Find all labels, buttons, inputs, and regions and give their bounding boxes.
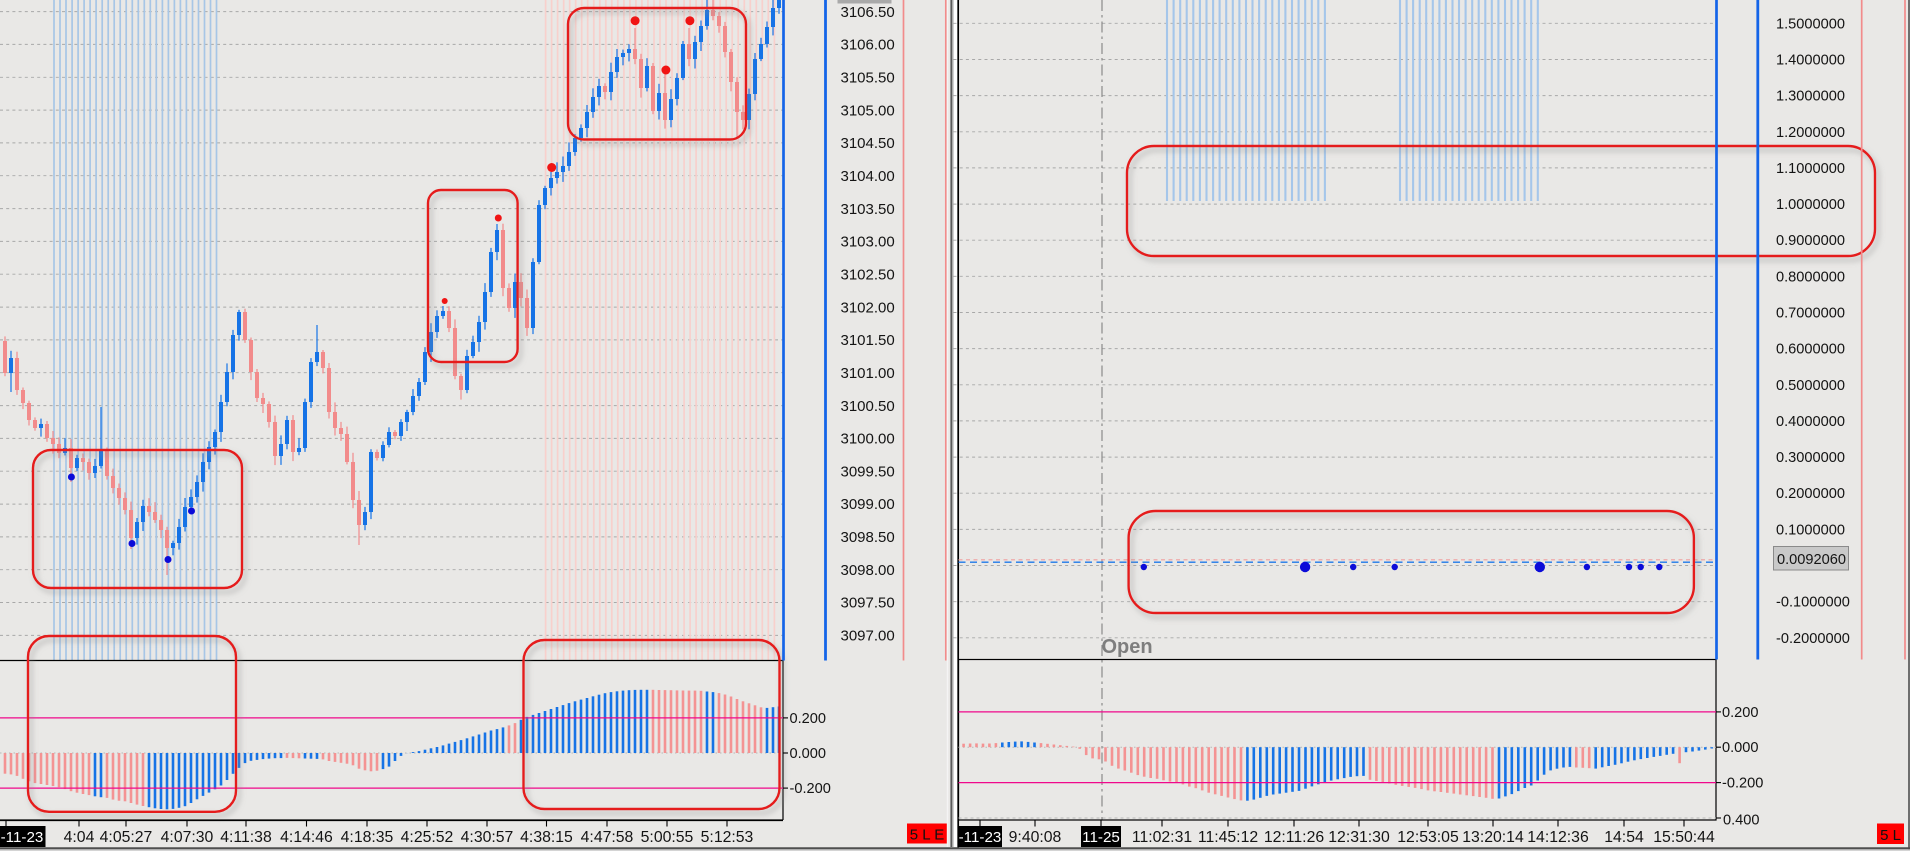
svg-text:0.200: 0.200 <box>790 711 827 727</box>
svg-text:1.1000000: 1.1000000 <box>1776 161 1845 177</box>
svg-text:4:25:52: 4:25:52 <box>401 829 454 846</box>
svg-text:15:50:44: 15:50:44 <box>1653 829 1715 846</box>
svg-text:3099.50: 3099.50 <box>841 463 895 480</box>
svg-text:-11-23: -11-23 <box>1 829 44 846</box>
svg-text:0.200: 0.200 <box>1722 705 1759 721</box>
svg-text:0.000: 0.000 <box>1722 740 1759 756</box>
svg-text:3105.50: 3105.50 <box>841 70 895 87</box>
svg-text:3104.50: 3104.50 <box>841 135 895 152</box>
svg-text:1.5000000: 1.5000000 <box>1776 16 1845 32</box>
svg-text:3104.00: 3104.00 <box>841 168 895 185</box>
svg-text:3102.00: 3102.00 <box>841 299 895 316</box>
svg-text:1.4000000: 1.4000000 <box>1776 53 1845 69</box>
svg-text:3106.00: 3106.00 <box>841 37 895 54</box>
svg-text:-11-23: -11-23 <box>959 829 1002 846</box>
svg-text:3100.00: 3100.00 <box>841 431 895 448</box>
svg-text:3098.50: 3098.50 <box>841 529 895 546</box>
svg-text:-0.200: -0.200 <box>790 781 831 797</box>
svg-text:4:11:38: 4:11:38 <box>220 829 272 846</box>
svg-text:0.1000000: 0.1000000 <box>1776 522 1845 538</box>
svg-text:11-25: 11-25 <box>1082 829 1120 846</box>
svg-text:0.9000000: 0.9000000 <box>1776 233 1845 249</box>
svg-text:4:47:58: 4:47:58 <box>581 829 634 846</box>
svg-text:12:11:26: 12:11:26 <box>1264 829 1325 846</box>
svg-text:3101.50: 3101.50 <box>841 332 895 349</box>
svg-text:3106.50: 3106.50 <box>841 4 895 21</box>
svg-text:3103.00: 3103.00 <box>841 234 895 251</box>
svg-text:1.2000000: 1.2000000 <box>1776 125 1845 141</box>
svg-text:3103.50: 3103.50 <box>841 201 895 218</box>
svg-text:4:38:15: 4:38:15 <box>520 829 573 846</box>
svg-text:5:12:53: 5:12:53 <box>701 829 754 846</box>
svg-text:4:14:46: 4:14:46 <box>280 829 333 846</box>
svg-text:-0.2000000: -0.2000000 <box>1776 631 1850 647</box>
svg-text:3098.00: 3098.00 <box>841 562 895 579</box>
svg-text:11:02:31: 11:02:31 <box>1132 829 1193 846</box>
svg-text:0.3000000: 0.3000000 <box>1776 450 1845 466</box>
svg-text:3097.00: 3097.00 <box>841 628 895 645</box>
svg-text:4:07:30: 4:07:30 <box>161 829 214 846</box>
svg-text:0.6000000: 0.6000000 <box>1776 342 1845 358</box>
svg-text:5:00:55: 5:00:55 <box>641 829 694 846</box>
svg-text:0.4000000: 0.4000000 <box>1776 414 1845 430</box>
svg-text:4:18:35: 4:18:35 <box>341 829 394 846</box>
svg-text:Open: Open <box>1102 636 1153 658</box>
svg-text:12:53:05: 12:53:05 <box>1397 829 1459 846</box>
svg-text:3099.00: 3099.00 <box>841 496 895 513</box>
svg-text:3105.00: 3105.00 <box>841 102 895 119</box>
svg-text:4:30:57: 4:30:57 <box>461 829 514 846</box>
svg-text:0.000: 0.000 <box>790 746 827 762</box>
svg-text:1.3000000: 1.3000000 <box>1776 89 1845 105</box>
svg-text:3102.50: 3102.50 <box>841 266 895 283</box>
svg-text:11:45:12: 11:45:12 <box>1198 829 1258 846</box>
svg-text:-0.1000000: -0.1000000 <box>1776 595 1850 611</box>
svg-text:9:40:08: 9:40:08 <box>1009 829 1062 846</box>
svg-text:0.400: 0.400 <box>1723 813 1760 829</box>
svg-text:0.8000000: 0.8000000 <box>1776 269 1845 285</box>
svg-text:3100.50: 3100.50 <box>841 398 895 415</box>
svg-text:14:12:36: 14:12:36 <box>1527 829 1589 846</box>
svg-text:5 L E: 5 L E <box>910 827 944 844</box>
svg-text:0.0092060: 0.0092060 <box>1777 552 1846 568</box>
svg-text:5 L: 5 L <box>1880 827 1901 844</box>
svg-text:13:20:14: 13:20:14 <box>1462 829 1524 846</box>
svg-text:4:04: 4:04 <box>64 829 95 846</box>
svg-text:3097.50: 3097.50 <box>841 595 895 612</box>
svg-text:4:05:27: 4:05:27 <box>100 829 153 846</box>
svg-text:0.2000000: 0.2000000 <box>1776 486 1845 502</box>
svg-text:0.5000000: 0.5000000 <box>1776 378 1845 394</box>
svg-text:-0.200: -0.200 <box>1722 776 1763 792</box>
svg-text:14:54: 14:54 <box>1604 829 1644 846</box>
svg-text:3101.00: 3101.00 <box>841 365 895 382</box>
svg-text:12:31:30: 12:31:30 <box>1328 829 1390 846</box>
svg-text:0.7000000: 0.7000000 <box>1776 306 1845 322</box>
svg-text:1.0000000: 1.0000000 <box>1776 197 1845 213</box>
